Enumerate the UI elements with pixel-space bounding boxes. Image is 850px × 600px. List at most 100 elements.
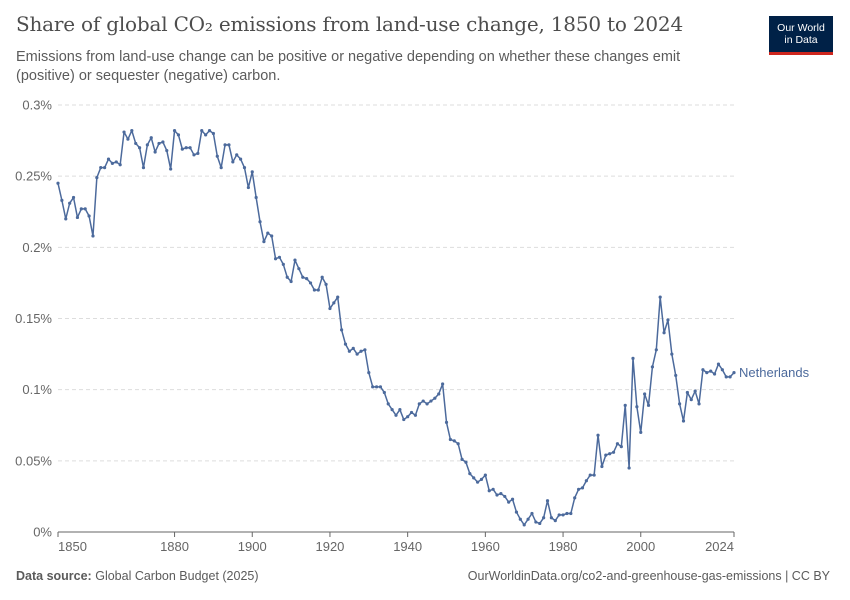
data-point[interactable] bbox=[149, 136, 153, 140]
data-point[interactable] bbox=[363, 348, 367, 352]
data-point[interactable] bbox=[382, 390, 386, 395]
data-point[interactable] bbox=[662, 331, 666, 335]
data-point[interactable] bbox=[596, 433, 600, 437]
data-point[interactable] bbox=[503, 494, 507, 499]
data-point[interactable] bbox=[674, 373, 678, 378]
data-point[interactable] bbox=[324, 282, 328, 286]
data-point[interactable] bbox=[106, 157, 111, 161]
data-point[interactable] bbox=[565, 511, 569, 516]
data-point[interactable] bbox=[604, 453, 608, 457]
data-point[interactable] bbox=[701, 368, 705, 372]
data-point[interactable] bbox=[720, 368, 724, 372]
data-point[interactable] bbox=[557, 513, 561, 517]
data-point[interactable] bbox=[91, 234, 95, 238]
data-point[interactable] bbox=[118, 163, 122, 167]
data-point[interactable] bbox=[588, 473, 592, 477]
data-point[interactable] bbox=[510, 497, 515, 501]
data-point[interactable] bbox=[145, 143, 149, 147]
data-point[interactable] bbox=[483, 473, 487, 477]
data-point[interactable] bbox=[250, 170, 254, 174]
data-point[interactable] bbox=[600, 464, 604, 469]
data-point[interactable] bbox=[301, 275, 305, 279]
data-point[interactable] bbox=[472, 476, 476, 480]
data-point[interactable] bbox=[180, 147, 184, 151]
data-point[interactable] bbox=[122, 130, 126, 134]
data-point[interactable] bbox=[273, 257, 278, 261]
data-point[interactable] bbox=[705, 370, 709, 375]
data-point[interactable] bbox=[716, 362, 721, 366]
data-point[interactable] bbox=[223, 143, 227, 147]
data-point[interactable] bbox=[479, 477, 484, 481]
data-point[interactable] bbox=[71, 195, 76, 200]
data-point[interactable] bbox=[487, 489, 491, 493]
data-point[interactable] bbox=[161, 140, 165, 144]
data-point[interactable] bbox=[64, 217, 68, 221]
data-point[interactable] bbox=[87, 214, 91, 218]
data-point[interactable] bbox=[297, 267, 301, 271]
data-point[interactable] bbox=[188, 146, 192, 150]
data-point[interactable] bbox=[211, 131, 215, 136]
data-point[interactable] bbox=[340, 328, 344, 332]
data-point[interactable] bbox=[615, 442, 620, 446]
data-point[interactable] bbox=[351, 346, 355, 350]
data-point[interactable] bbox=[60, 198, 64, 202]
data-point[interactable] bbox=[468, 472, 472, 476]
data-point[interactable] bbox=[448, 437, 452, 442]
data-point[interactable] bbox=[553, 519, 557, 523]
data-point[interactable] bbox=[475, 480, 480, 484]
data-point[interactable] bbox=[635, 405, 639, 409]
data-point[interactable] bbox=[347, 349, 351, 353]
data-point[interactable] bbox=[542, 516, 546, 520]
data-point[interactable] bbox=[460, 457, 464, 462]
data-point[interactable] bbox=[549, 516, 554, 520]
data-point[interactable] bbox=[499, 491, 503, 496]
data-point[interactable] bbox=[207, 129, 212, 133]
data-point[interactable] bbox=[281, 262, 285, 267]
data-point[interactable] bbox=[137, 146, 142, 150]
data-point[interactable] bbox=[83, 207, 87, 211]
data-point[interactable] bbox=[95, 175, 99, 180]
data-point[interactable] bbox=[134, 141, 138, 146]
data-point[interactable] bbox=[254, 195, 258, 200]
data-point[interactable] bbox=[293, 258, 297, 262]
data-point[interactable] bbox=[573, 496, 577, 500]
data-point[interactable] bbox=[246, 185, 250, 190]
data-point[interactable] bbox=[153, 150, 157, 154]
data-point[interactable] bbox=[666, 318, 670, 322]
data-point[interactable] bbox=[394, 413, 398, 417]
data-point[interactable] bbox=[697, 402, 701, 406]
data-point[interactable] bbox=[200, 129, 204, 133]
data-point[interactable] bbox=[619, 445, 623, 449]
data-point[interactable] bbox=[712, 372, 717, 376]
data-point[interactable] bbox=[681, 419, 686, 423]
data-point[interactable] bbox=[305, 277, 309, 281]
owid-logo[interactable]: Our World in Data bbox=[769, 16, 833, 55]
data-point[interactable] bbox=[176, 133, 181, 137]
data-point[interactable] bbox=[627, 466, 631, 470]
data-point[interactable] bbox=[316, 288, 320, 292]
data-point[interactable] bbox=[724, 375, 728, 379]
data-point[interactable] bbox=[371, 385, 375, 389]
data-point[interactable] bbox=[685, 390, 689, 395]
data-point[interactable] bbox=[165, 148, 169, 153]
series-line-netherlands[interactable] bbox=[57, 129, 735, 526]
series-label-netherlands[interactable]: Netherlands bbox=[739, 365, 810, 380]
data-point[interactable] bbox=[219, 166, 223, 170]
data-point[interactable] bbox=[355, 352, 359, 356]
data-point[interactable] bbox=[390, 407, 394, 412]
data-point[interactable] bbox=[99, 166, 103, 170]
data-point[interactable] bbox=[184, 146, 188, 150]
data-point[interactable] bbox=[670, 352, 674, 356]
data-point[interactable] bbox=[534, 520, 538, 524]
data-point[interactable] bbox=[75, 215, 80, 220]
data-point[interactable] bbox=[231, 160, 235, 164]
data-point[interactable] bbox=[126, 137, 130, 141]
data-point[interactable] bbox=[433, 396, 437, 400]
data-point[interactable] bbox=[413, 413, 418, 417]
data-point[interactable] bbox=[429, 399, 433, 403]
data-point[interactable] bbox=[378, 385, 383, 389]
data-point[interactable] bbox=[421, 399, 425, 403]
data-point[interactable] bbox=[343, 342, 348, 346]
data-point[interactable] bbox=[312, 288, 317, 292]
data-point[interactable] bbox=[444, 420, 449, 424]
